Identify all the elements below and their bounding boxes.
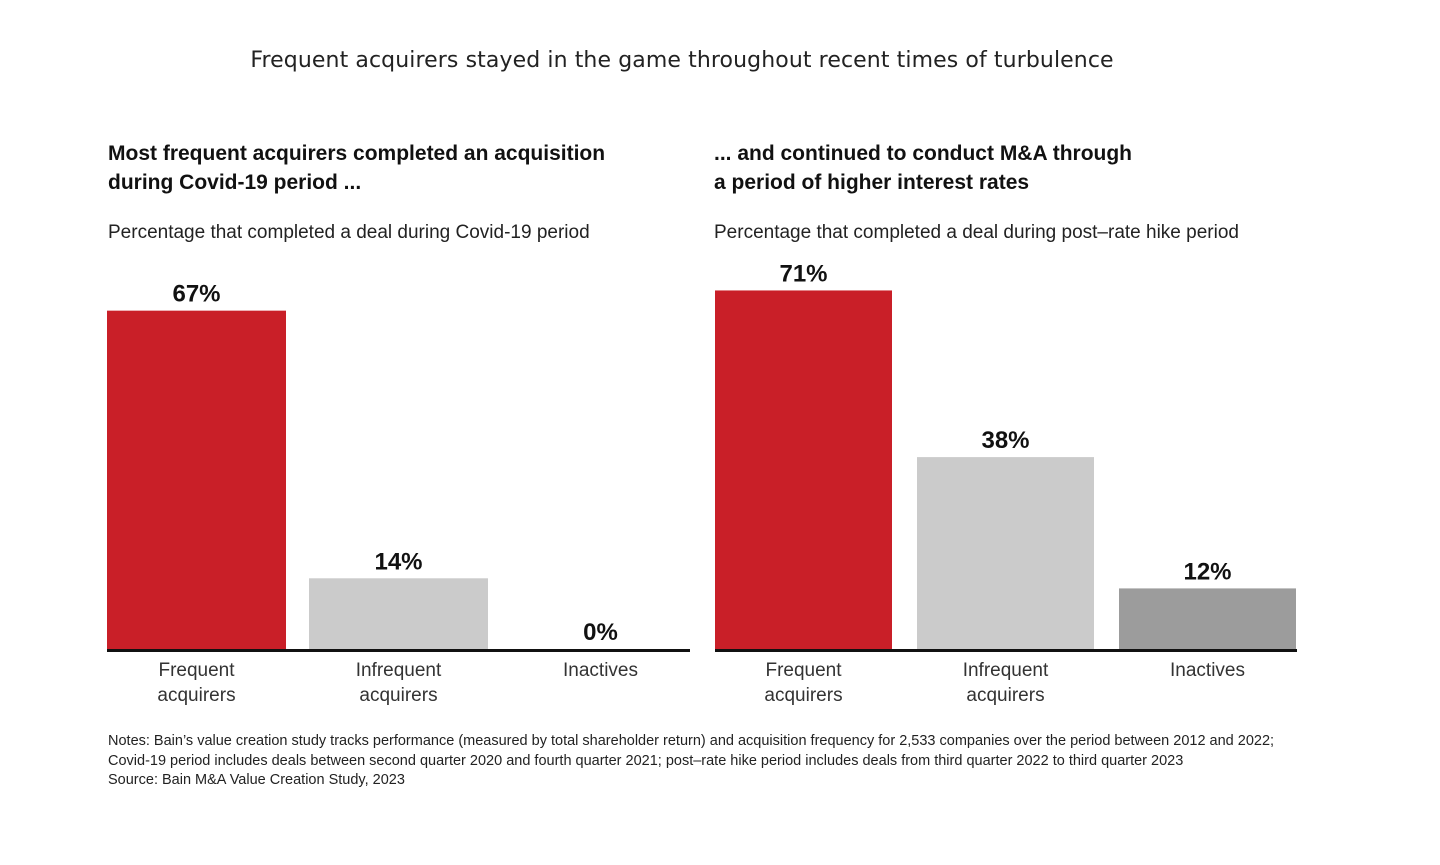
right-panel-title: ... and continued to conduct M&A through… <box>714 139 1132 197</box>
category-label: acquirers <box>966 685 1044 706</box>
value-label: 12% <box>1183 558 1231 585</box>
notes-text: Notes: Bain’s value creation study track… <box>108 733 1275 769</box>
value-label: 38% <box>981 427 1029 454</box>
value-label: 0% <box>583 619 618 646</box>
right-panel-title-line-2: a period of higher interest rates <box>714 171 1030 194</box>
source-text: Source: Bain M&A Value Creation Study, 2… <box>108 772 405 788</box>
left-panel-title: Most frequent acquirers completed an acq… <box>108 139 605 197</box>
category-label: acquirers <box>764 685 842 706</box>
value-label: 71% <box>779 260 827 287</box>
left-panel-title-line-1: Most frequent acquirers completed an acq… <box>108 142 606 165</box>
bar-infrequent-acquirers <box>917 457 1094 649</box>
category-label: Frequent <box>158 660 235 681</box>
value-label: 67% <box>172 281 220 308</box>
category-label: Frequent <box>765 660 842 681</box>
left-panel-subtitle: Percentage that completed a deal during … <box>108 222 590 243</box>
chart-notes: Notes: Bain’s value creation study track… <box>108 732 1288 791</box>
category-label: Infrequent <box>356 660 442 681</box>
right-panel-title-line-1: ... and continued to conduct M&A through <box>714 142 1133 165</box>
category-label: Inactives <box>1170 660 1245 681</box>
value-label: 14% <box>374 548 422 575</box>
bar-frequent-acquirers <box>715 290 892 649</box>
right-panel-subtitle: Percentage that completed a deal during … <box>714 222 1239 243</box>
left-panel-title-line-2: during Covid-19 period ... <box>108 171 362 194</box>
bar-infrequent-acquirers <box>309 578 488 649</box>
category-label: acquirers <box>359 685 437 706</box>
bar-inactives <box>1119 588 1296 649</box>
main-title: Frequent acquirers stayed in the game th… <box>250 48 1114 73</box>
bar-frequent-acquirers <box>107 310 286 649</box>
category-label: acquirers <box>157 685 235 706</box>
category-label: Inactives <box>563 660 638 681</box>
category-label: Infrequent <box>963 660 1049 681</box>
